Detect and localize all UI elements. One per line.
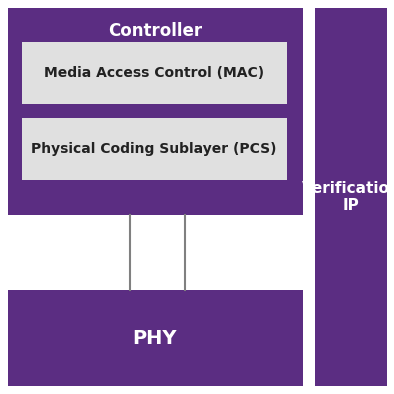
Bar [8,215,303,290]
Bar [22,118,287,180]
Text: Verification
IP: Verification IP [302,181,394,213]
Bar [22,42,287,104]
Bar [315,8,387,386]
Text: Media Access Control (MAC): Media Access Control (MAC) [44,66,264,80]
Text: PHY: PHY [133,329,177,348]
Bar [8,8,303,215]
Bar [8,290,303,386]
Text: Controller: Controller [108,22,202,40]
Text: Physical Coding Sublayer (PCS): Physical Coding Sublayer (PCS) [31,142,277,156]
